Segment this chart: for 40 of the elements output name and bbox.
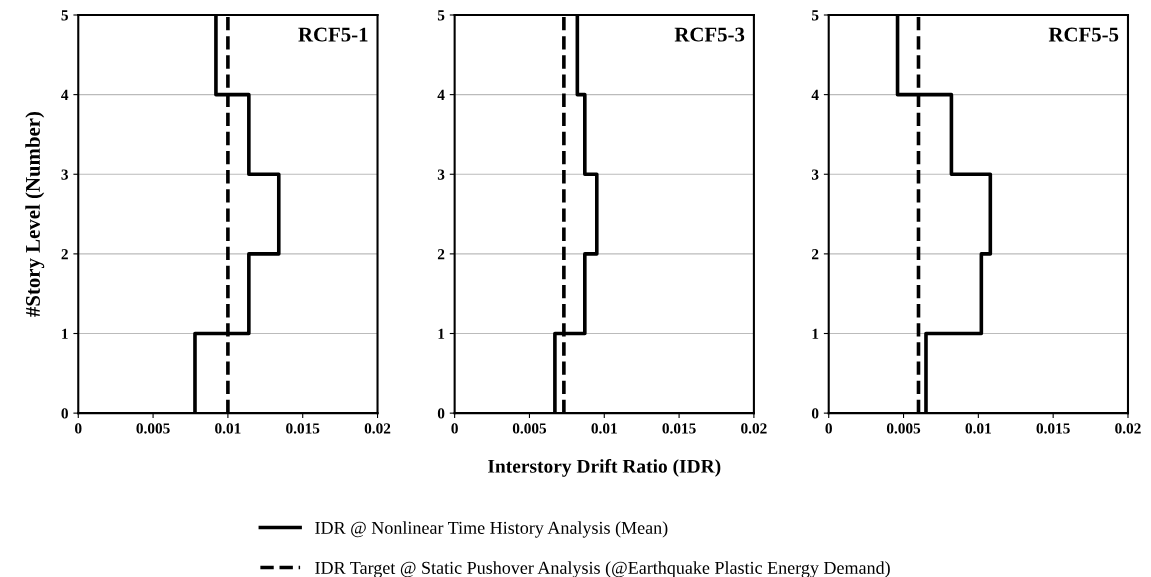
x-tick-label: 0.01 — [965, 423, 991, 434]
chart-title: RCF5-3 — [674, 27, 745, 42]
x-tick-label: 0 — [825, 423, 832, 434]
x-tick-label: 0.015 — [286, 423, 320, 434]
x-tick-label: 0.01 — [591, 423, 617, 434]
y-tick-label: 1 — [812, 328, 819, 339]
y-tick-label: 3 — [437, 169, 445, 180]
y-tick-label: 0 — [437, 408, 445, 419]
y-tick-label: 3 — [61, 169, 69, 180]
chart-title: RCF5-1 — [298, 27, 368, 42]
y-axis-title: #Story Level (Number) — [25, 112, 45, 317]
y-tick-label: 5 — [811, 10, 819, 21]
y-tick-label: 4 — [811, 89, 819, 100]
x-tick-label: 0.01 — [215, 423, 241, 434]
x-tick-label: 0.015 — [662, 423, 696, 434]
y-tick-label: 2 — [61, 249, 68, 260]
x-tick-label: 0 — [451, 423, 458, 434]
x-tick-label: 0.005 — [136, 423, 170, 434]
x-tick-label: 0.005 — [512, 423, 547, 434]
x-tick-label: 0.02 — [741, 423, 767, 434]
x-tick-label: 0.015 — [1036, 423, 1070, 434]
y-tick-label: 0 — [61, 408, 68, 419]
y-tick-label: 1 — [62, 328, 68, 339]
x-tick-label: 0 — [75, 423, 82, 434]
x-tick-label: 0.005 — [886, 423, 921, 434]
y-tick-label: 0 — [811, 408, 819, 419]
y-tick-label: 4 — [437, 89, 445, 100]
x-tick-label: 0.02 — [364, 423, 391, 434]
y-tick-label: 2 — [812, 249, 819, 260]
y-tick-label: 5 — [437, 10, 445, 21]
legend-label: IDR Target @ Static Pushover Analysis (@Earthquake Plastic Energy Demand) — [315, 561, 890, 577]
legend-label: IDR @ Nonlinear Time History Analysis (Mean) — [315, 521, 668, 538]
x-tick-label: 0.02 — [1115, 423, 1141, 434]
chart-title: RCF5-5 — [1048, 27, 1119, 42]
y-tick-label: 1 — [438, 328, 445, 339]
x-axis-title: Interstory Drift Ratio (IDR) — [488, 458, 721, 477]
y-tick-label: 4 — [61, 89, 69, 100]
y-tick-label: 5 — [61, 10, 68, 21]
y-tick-label: 2 — [437, 249, 445, 260]
y-tick-label: 3 — [811, 169, 819, 180]
